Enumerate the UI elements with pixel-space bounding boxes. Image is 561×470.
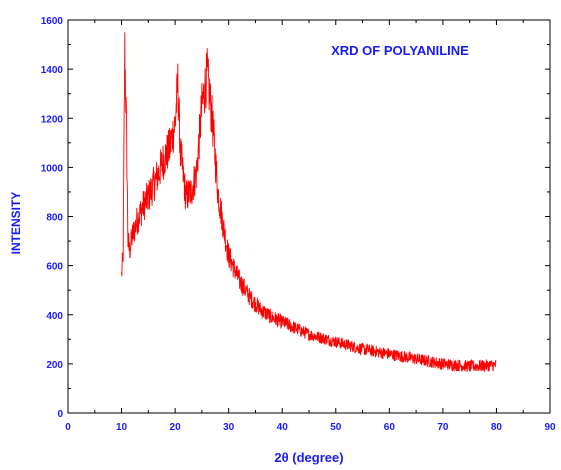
x-tick-label: 10 [116, 422, 128, 433]
plot-area [67, 19, 551, 414]
axis-ticks [67, 19, 551, 414]
y-tick-label: 0 [57, 409, 63, 420]
axis-tick-labels: 0 10 20 30 40 50 60 70 80 90 0 200 400 600 800 1000 1200… [41, 16, 556, 433]
x-axis-title: 2θ (degree) [274, 450, 343, 465]
data-series [121, 32, 497, 373]
x-tick-label: 90 [544, 422, 556, 433]
x-tick-label: 70 [437, 422, 449, 433]
y-axis-title: INTENSITY [9, 192, 23, 255]
y-tick-label: 800 [46, 213, 63, 224]
x-tick-label: 40 [277, 422, 289, 433]
x-tick-label: 50 [330, 422, 342, 433]
x-tick-label: 60 [384, 422, 396, 433]
y-tick-label: 400 [46, 311, 63, 322]
y-tick-label: 1600 [41, 16, 64, 27]
y-tick-label: 1400 [41, 65, 64, 76]
xrd-line [121, 32, 497, 373]
y-tick-label: 600 [46, 262, 63, 273]
x-tick-label: 80 [491, 422, 503, 433]
y-tick-label: 200 [46, 360, 63, 371]
chart-title: XRD OF POLYANILINE [331, 43, 469, 58]
x-tick-label: 20 [170, 422, 182, 433]
x-tick-label: 0 [65, 422, 71, 433]
y-tick-label: 1200 [41, 114, 64, 125]
x-tick-label: 30 [223, 422, 235, 433]
y-tick-label: 1000 [41, 163, 64, 174]
